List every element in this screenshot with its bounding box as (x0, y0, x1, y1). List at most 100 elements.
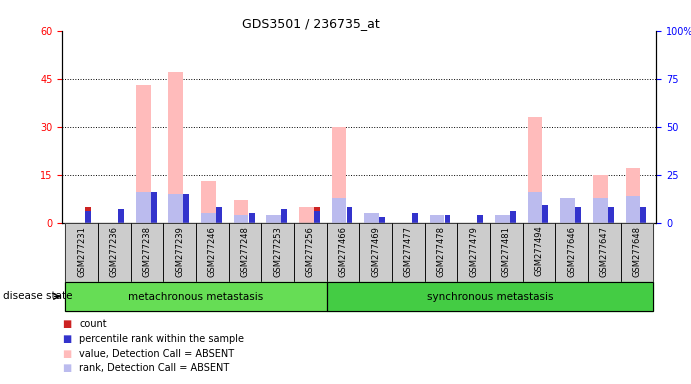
Bar (216, 207, 222, 223)
Text: GSM277494: GSM277494 (534, 226, 543, 276)
Bar (430, 215, 444, 223)
Bar (457, 223, 490, 282)
Bar (588, 223, 621, 282)
Text: GSM277648: GSM277648 (632, 226, 641, 277)
Bar (327, 223, 359, 282)
Bar (593, 198, 607, 223)
Bar (294, 223, 327, 282)
Bar (234, 200, 249, 223)
Bar (196, 223, 229, 282)
Text: GSM277238: GSM277238 (142, 226, 151, 277)
Bar (201, 181, 216, 223)
Bar (163, 223, 196, 282)
Bar (495, 216, 510, 223)
Bar (66, 282, 327, 311)
Text: GSM277246: GSM277246 (208, 226, 217, 276)
Bar (314, 211, 320, 223)
Bar (281, 209, 287, 223)
Text: GDS3501 / 236735_at: GDS3501 / 236735_at (242, 17, 380, 30)
Bar (444, 215, 451, 223)
Text: synchronous metastasis: synchronous metastasis (426, 291, 553, 302)
Bar (364, 213, 379, 223)
Bar (621, 223, 653, 282)
Bar (327, 282, 653, 311)
Bar (169, 194, 183, 223)
Text: GSM277469: GSM277469 (371, 226, 380, 276)
Bar (86, 211, 91, 223)
Bar (229, 223, 261, 282)
Bar (261, 223, 294, 282)
Text: GSM277239: GSM277239 (176, 226, 184, 276)
Text: disease state: disease state (3, 291, 73, 301)
Bar (522, 223, 556, 282)
Text: GSM277236: GSM277236 (110, 226, 119, 277)
Bar (332, 127, 346, 223)
Text: count: count (79, 319, 107, 329)
Bar (196, 223, 229, 282)
Bar (379, 217, 385, 223)
Bar (495, 215, 510, 223)
Bar (267, 215, 281, 223)
Bar (327, 282, 653, 311)
Bar (131, 223, 163, 282)
Bar (522, 223, 556, 282)
Text: GSM277646: GSM277646 (567, 226, 576, 277)
Text: GSM277478: GSM277478 (437, 226, 446, 277)
Bar (332, 198, 346, 223)
Bar (169, 72, 183, 223)
Bar (621, 223, 653, 282)
Text: metachronous metastasis: metachronous metastasis (129, 291, 264, 302)
Bar (412, 213, 418, 223)
Bar (588, 223, 621, 282)
Text: GSM277647: GSM277647 (600, 226, 609, 277)
Text: ■: ■ (62, 319, 71, 329)
Text: ■: ■ (62, 349, 71, 359)
Bar (66, 223, 98, 282)
Text: GSM277253: GSM277253 (273, 226, 282, 276)
Bar (183, 194, 189, 223)
Bar (560, 198, 575, 223)
Bar (575, 207, 581, 223)
Bar (510, 211, 515, 223)
Bar (234, 215, 249, 223)
Bar (542, 205, 549, 223)
Bar (299, 207, 314, 223)
Text: GSM277477: GSM277477 (404, 226, 413, 277)
Bar (528, 192, 542, 223)
Bar (66, 282, 327, 311)
Bar (359, 223, 392, 282)
Bar (490, 223, 522, 282)
Text: rank, Detection Call = ABSENT: rank, Detection Call = ABSENT (79, 363, 229, 373)
Bar (641, 207, 646, 223)
Bar (412, 213, 418, 223)
Bar (359, 223, 392, 282)
Bar (136, 192, 151, 223)
Bar (163, 223, 196, 282)
Bar (327, 223, 359, 282)
Bar (347, 207, 352, 223)
Text: percentile rank within the sample: percentile rank within the sample (79, 334, 245, 344)
Text: GSM277256: GSM277256 (306, 226, 315, 276)
Bar (625, 168, 641, 223)
Bar (625, 196, 641, 223)
Text: GSM277466: GSM277466 (339, 226, 348, 277)
Bar (86, 207, 91, 223)
Bar (294, 223, 327, 282)
Bar (131, 223, 163, 282)
Bar (593, 175, 607, 223)
Text: GSM277481: GSM277481 (502, 226, 511, 276)
Text: value, Detection Call = ABSENT: value, Detection Call = ABSENT (79, 349, 234, 359)
Bar (118, 210, 124, 223)
Bar (261, 223, 294, 282)
Bar (66, 223, 98, 282)
Bar (118, 209, 124, 223)
Bar (314, 207, 320, 223)
Bar (425, 223, 457, 282)
Bar (608, 207, 614, 223)
Bar (98, 223, 131, 282)
Bar (477, 215, 483, 223)
Bar (392, 223, 425, 282)
Bar (425, 223, 457, 282)
Bar (392, 223, 425, 282)
Bar (151, 192, 157, 223)
